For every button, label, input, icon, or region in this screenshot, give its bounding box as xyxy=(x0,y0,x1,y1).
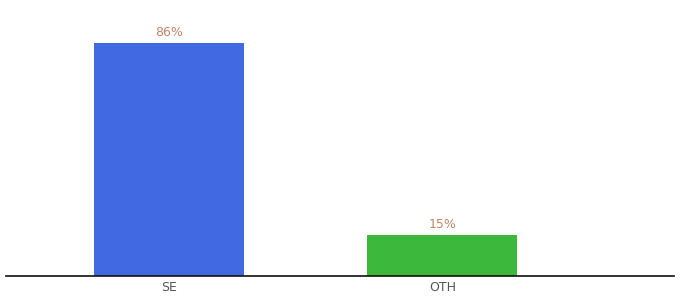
Bar xyxy=(95,44,244,276)
Text: 86%: 86% xyxy=(156,26,184,39)
Text: 15%: 15% xyxy=(428,218,456,231)
Bar xyxy=(367,235,517,276)
